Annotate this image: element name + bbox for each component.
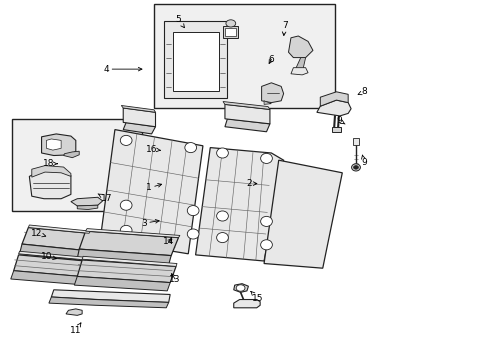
Polygon shape — [11, 271, 81, 284]
Polygon shape — [77, 260, 176, 283]
Text: 18: 18 — [43, 159, 57, 168]
Polygon shape — [224, 119, 269, 132]
Text: 16: 16 — [145, 145, 160, 154]
Ellipse shape — [236, 285, 244, 291]
Polygon shape — [20, 244, 82, 260]
Text: 15: 15 — [250, 291, 264, 303]
Bar — [154, 4, 334, 108]
Text: 9: 9 — [336, 116, 345, 125]
Polygon shape — [264, 160, 342, 268]
Polygon shape — [49, 297, 168, 308]
Polygon shape — [233, 284, 248, 292]
Text: 17: 17 — [98, 194, 112, 203]
Text: 8: 8 — [357, 87, 366, 96]
Text: 1: 1 — [146, 184, 161, 193]
Polygon shape — [233, 300, 260, 308]
Ellipse shape — [353, 166, 358, 169]
Text: 14: 14 — [163, 238, 174, 247]
Bar — [352, 138, 358, 145]
Polygon shape — [63, 151, 79, 158]
Text: 3: 3 — [141, 219, 159, 228]
Polygon shape — [66, 309, 82, 315]
Ellipse shape — [351, 164, 360, 171]
Text: 2: 2 — [246, 179, 256, 188]
Polygon shape — [77, 205, 98, 210]
Polygon shape — [28, 225, 90, 233]
Ellipse shape — [260, 240, 272, 250]
Polygon shape — [295, 58, 305, 68]
Polygon shape — [29, 169, 71, 199]
Bar — [172, 32, 218, 91]
Polygon shape — [121, 105, 155, 112]
Ellipse shape — [216, 148, 228, 158]
Polygon shape — [320, 92, 347, 106]
Text: 9: 9 — [361, 155, 366, 167]
Polygon shape — [85, 229, 180, 238]
Ellipse shape — [187, 229, 199, 239]
Polygon shape — [32, 166, 71, 177]
Ellipse shape — [216, 211, 228, 221]
Polygon shape — [79, 231, 178, 256]
Polygon shape — [288, 36, 312, 58]
Polygon shape — [123, 122, 155, 134]
Polygon shape — [77, 249, 171, 265]
Polygon shape — [261, 83, 283, 103]
Polygon shape — [316, 100, 350, 116]
Ellipse shape — [216, 233, 228, 243]
Text: 11: 11 — [70, 323, 81, 335]
Ellipse shape — [225, 20, 235, 27]
Polygon shape — [290, 68, 307, 75]
Bar — [12, 119, 142, 211]
Polygon shape — [41, 134, 76, 156]
Text: 5: 5 — [175, 15, 184, 28]
Ellipse shape — [260, 153, 272, 163]
Polygon shape — [100, 130, 203, 254]
Polygon shape — [19, 251, 87, 260]
Text: 12: 12 — [31, 229, 46, 238]
Ellipse shape — [120, 135, 132, 145]
Ellipse shape — [184, 143, 196, 153]
Ellipse shape — [120, 200, 132, 210]
Polygon shape — [14, 255, 85, 276]
Polygon shape — [74, 276, 170, 291]
Text: 4: 4 — [103, 65, 142, 74]
Bar — [224, 28, 235, 36]
Text: 10: 10 — [41, 252, 56, 261]
Polygon shape — [223, 102, 269, 109]
Polygon shape — [163, 21, 227, 98]
Bar — [223, 26, 237, 38]
Text: 7: 7 — [281, 22, 287, 36]
Ellipse shape — [187, 206, 199, 216]
Ellipse shape — [120, 225, 132, 235]
Polygon shape — [71, 197, 102, 206]
Text: 6: 6 — [268, 55, 274, 64]
Bar — [331, 127, 341, 132]
Polygon shape — [264, 101, 271, 104]
Polygon shape — [51, 290, 170, 302]
Polygon shape — [22, 228, 89, 250]
Ellipse shape — [260, 216, 272, 226]
Polygon shape — [82, 256, 177, 266]
Polygon shape — [46, 139, 61, 150]
Polygon shape — [123, 108, 155, 127]
Polygon shape — [195, 148, 283, 261]
Polygon shape — [224, 104, 269, 124]
Text: 13: 13 — [169, 274, 181, 284]
